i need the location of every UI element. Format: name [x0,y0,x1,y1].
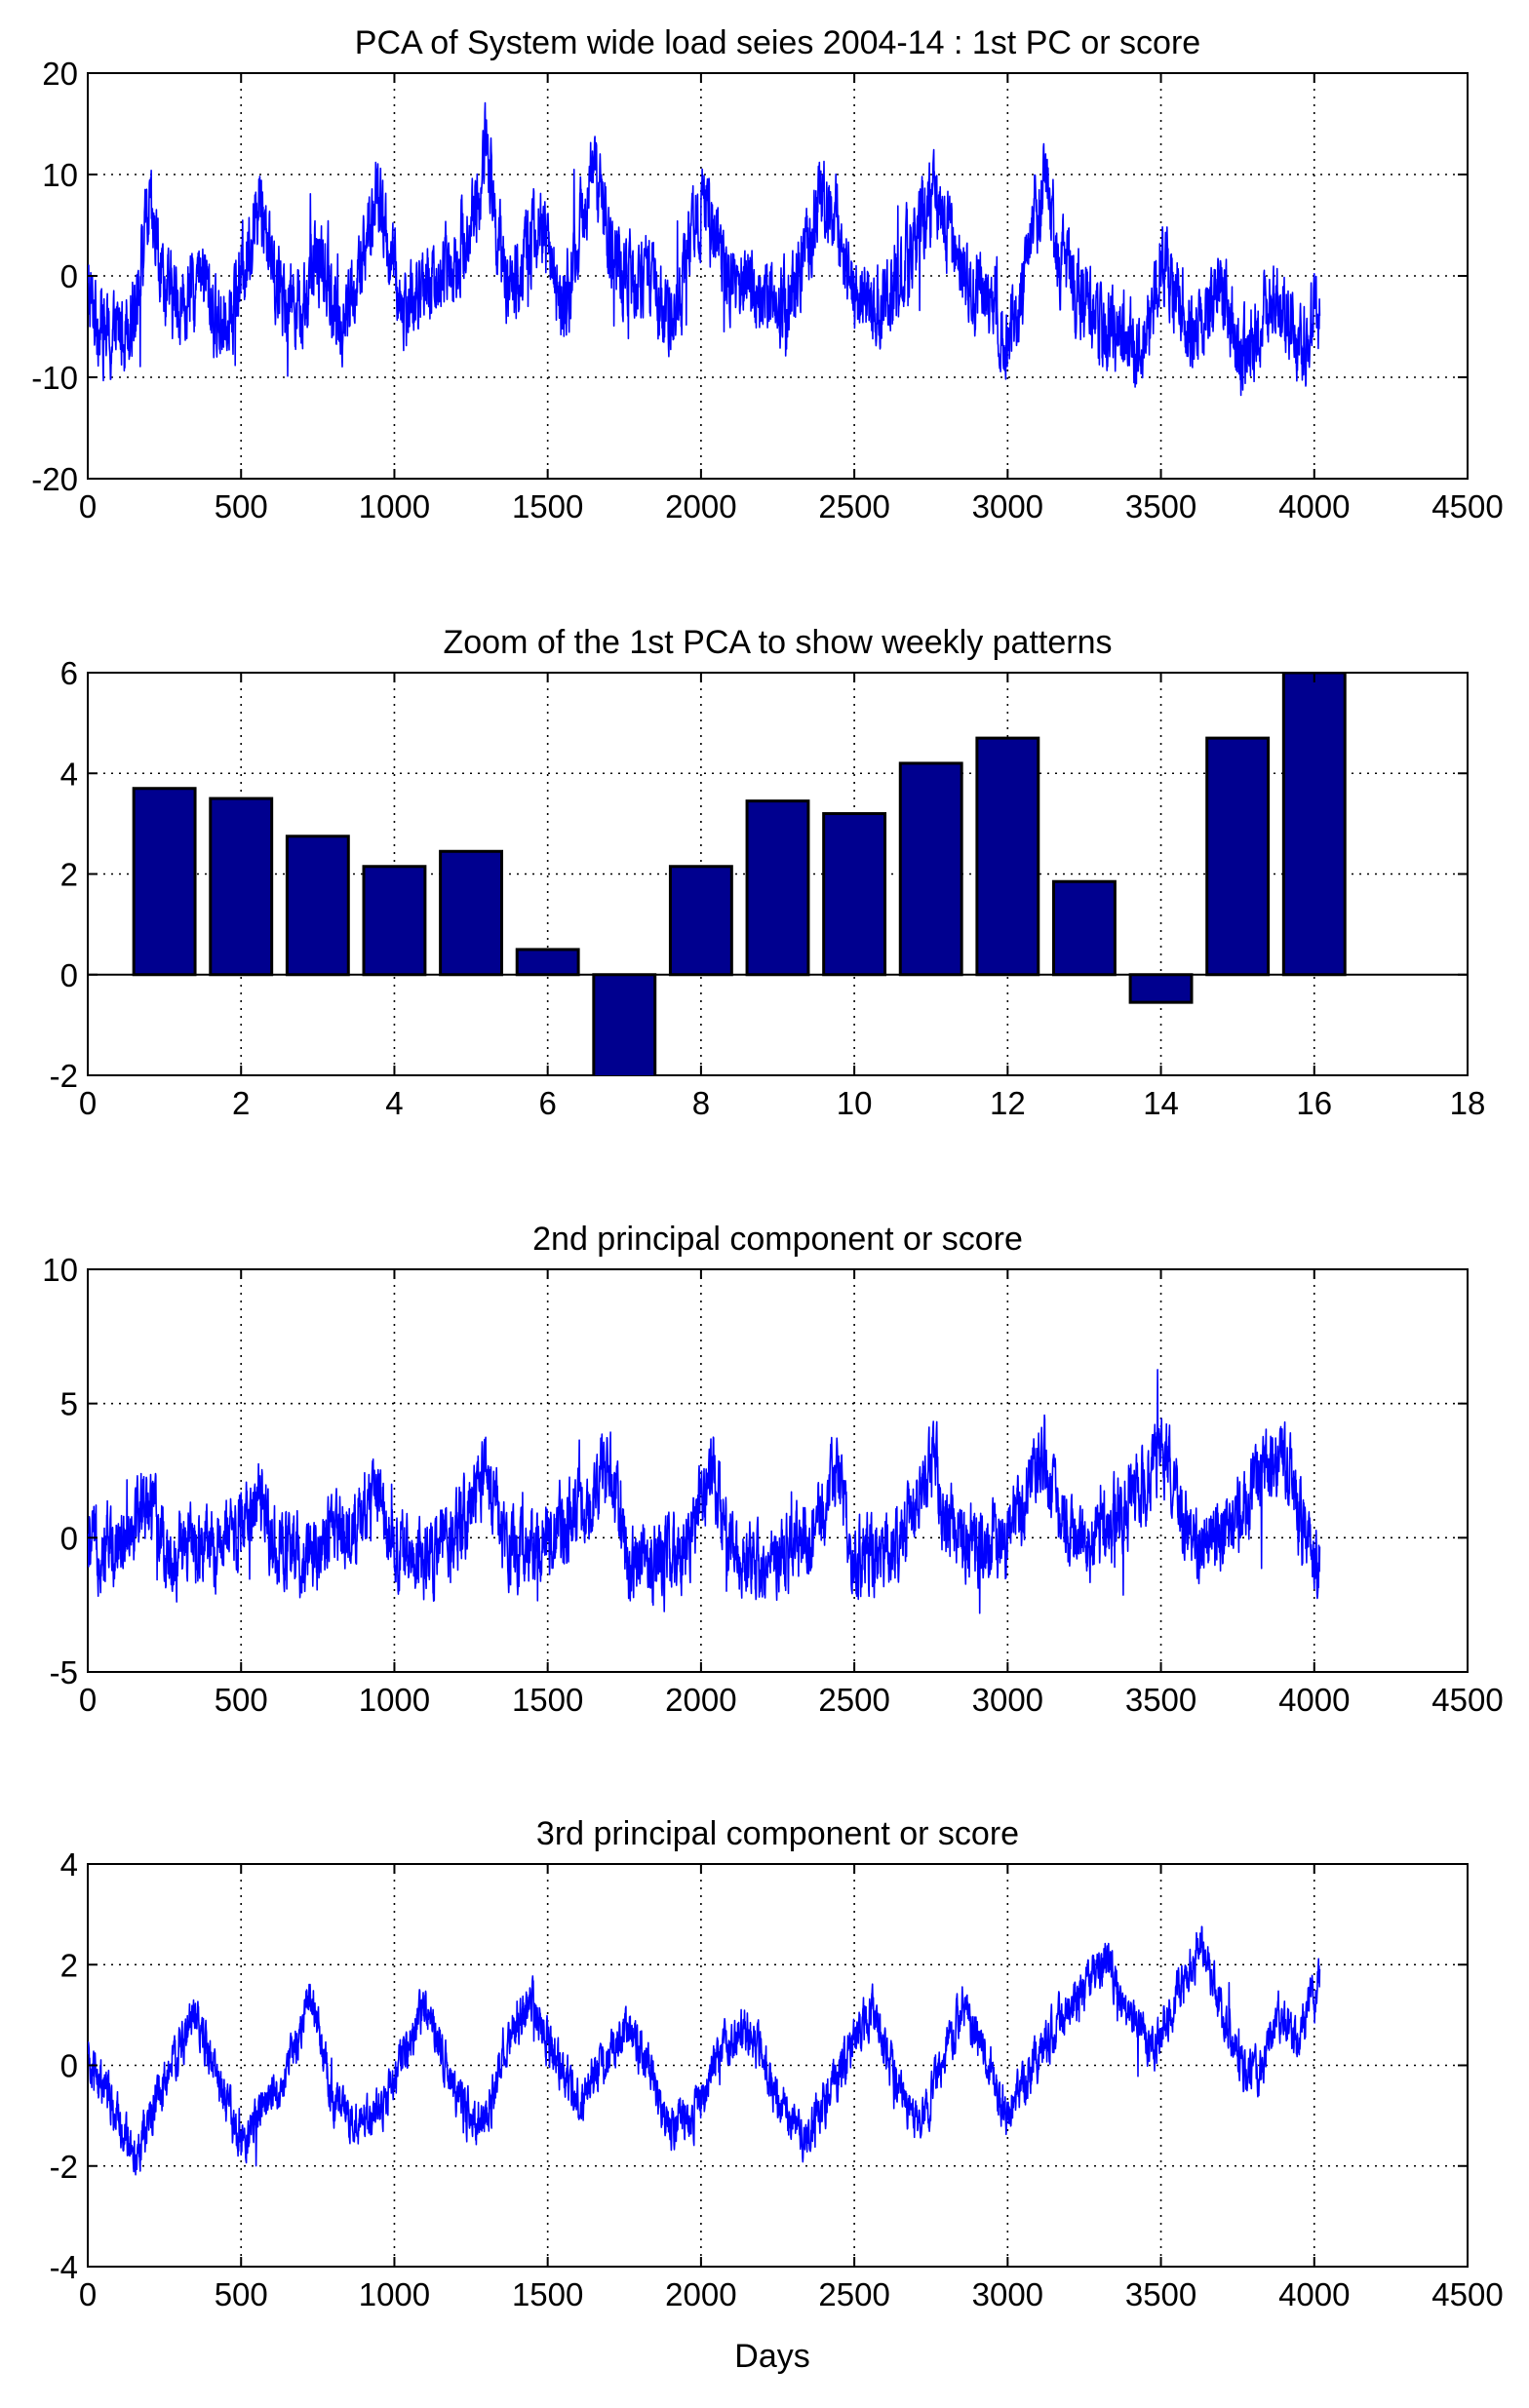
x-tick-label: 1000 [359,1682,430,1718]
x-tick-label: 3500 [1125,2276,1196,2312]
series-line [88,1925,1321,2176]
chart-title: 3rd principal component or score [536,1815,1019,1852]
data-layer [88,101,1321,397]
x-tick-label: 14 [1143,1085,1179,1121]
y-tick-label: 0 [60,2048,78,2084]
series-line [88,101,1321,397]
x-tick-label: 2500 [818,2276,889,2312]
x-tick-label: 500 [215,1682,268,1718]
x-tick-label: 0 [79,1085,97,1121]
x-tick-label: 16 [1296,1085,1332,1121]
bar-12 [975,736,1040,977]
y-tick-label: 0 [60,258,78,294]
x-tick-label: 2500 [818,488,889,524]
x-tick-label: 2000 [665,1682,736,1718]
x-tick-label: 4500 [1431,2276,1503,2312]
y-tick-label: 0 [60,957,78,993]
bar-11 [898,761,963,977]
y-tick-label: 4 [60,1846,78,1883]
y-tick-label: 4 [60,756,78,792]
x-tick-label: 3500 [1125,488,1196,524]
y-tick-label: -2 [50,1058,78,1094]
x-tick-label: 10 [837,1085,873,1121]
x-tick-label: 12 [990,1085,1026,1121]
x-tick-label: 8 [692,1085,710,1121]
x-tick-label: 2500 [818,1682,889,1718]
x-axis-label: Days [734,2338,809,2375]
x-tick-label: 2000 [665,2276,736,2312]
y-tick-label: 2 [60,857,78,893]
x-tick-label: 1500 [512,488,583,524]
y-tick-label: 2 [60,1947,78,1983]
chart-title: PCA of System wide load seies 2004-14 : … [355,24,1200,61]
data-layer [88,673,1468,1075]
bar-6 [515,948,580,977]
bar-1 [132,787,197,977]
data-layer [88,1925,1321,2176]
x-tick-label: 4 [385,1085,403,1121]
x-tick-label: 2000 [665,488,736,524]
x-tick-label: 4000 [1278,1682,1350,1718]
bar-10 [822,812,887,977]
x-tick-label: 500 [215,2276,268,2312]
y-tick-label: 10 [42,1252,78,1288]
y-tick-label: -2 [50,2149,78,2185]
x-tick-label: 500 [215,488,268,524]
chart-title: Zoom of the 1st PCA to show weekly patte… [444,624,1113,661]
y-tick-label: 5 [60,1386,78,1422]
x-tick-label: 1500 [512,2276,583,2312]
plot-area [87,72,1469,480]
chart-panel-pc3: 0 500 1000 1500 2000 2500 3000 3500 4000 4500 -4 -2… [50,1815,1504,2312]
chart-panel-pc1: 0 500 1000 1500 2000 2500 3000 3500 4000 4500 -20 -… [31,24,1503,524]
bar-3 [285,835,350,977]
y-tick-label: -5 [50,1654,78,1690]
x-tick-label: 4500 [1431,1682,1503,1718]
bar-2 [209,796,274,977]
data-layer [88,1369,1321,1614]
bar-16 [1281,673,1347,977]
x-tick-label: 4500 [1431,488,1503,524]
x-tick-label: 4000 [1278,2276,1350,2312]
x-tick-label: 2 [232,1085,250,1121]
bar-15 [1205,736,1271,977]
x-tick-label: 3000 [972,488,1043,524]
bar-4 [362,865,427,977]
x-tick-label: 0 [79,2276,97,2312]
x-tick-label: 0 [79,488,97,524]
x-tick-label: 3000 [972,2276,1043,2312]
bar-5 [439,849,504,977]
plot-area [87,1268,1469,1673]
bar-14 [1128,973,1194,1004]
y-tick-label: 20 [42,56,78,92]
x-tick-label: 1000 [359,2276,430,2312]
bar-9 [745,799,810,977]
bar-8 [668,865,733,977]
chart-title: 2nd principal component or score [532,1221,1023,1258]
chart-panel-pc2: 0 500 1000 1500 2000 2500 3000 3500 4000 4500-505… [42,1221,1503,1718]
y-tick-label: 10 [42,157,78,193]
y-tick-label: -20 [31,461,78,497]
x-tick-label: 4000 [1278,488,1350,524]
x-tick-label: 0 [79,1682,97,1718]
x-tick-label: 18 [1450,1085,1486,1121]
y-tick-label: 0 [60,1520,78,1556]
x-tick-label: 3500 [1125,1682,1196,1718]
bar-13 [1052,879,1117,977]
y-tick-label: -10 [31,360,78,396]
x-tick-label: 1500 [512,1682,583,1718]
bar-7 [592,973,657,1075]
x-tick-label: 3000 [972,1682,1043,1718]
series-line [88,1369,1321,1614]
y-tick-label: -4 [50,2249,78,2285]
x-tick-label: 6 [538,1085,556,1121]
y-tick-label: 6 [60,655,78,691]
x-tick-label: 1000 [359,488,430,524]
